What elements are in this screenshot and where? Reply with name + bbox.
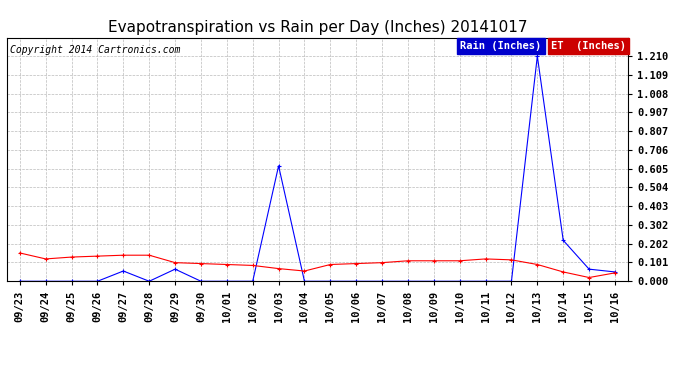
Title: Evapotranspiration vs Rain per Day (Inches) 20141017: Evapotranspiration vs Rain per Day (Inch… — [108, 20, 527, 35]
Text: Rain (Inches): Rain (Inches) — [460, 41, 542, 51]
Text: Copyright 2014 Cartronics.com: Copyright 2014 Cartronics.com — [10, 45, 180, 55]
Text: ET  (Inches): ET (Inches) — [551, 41, 626, 51]
